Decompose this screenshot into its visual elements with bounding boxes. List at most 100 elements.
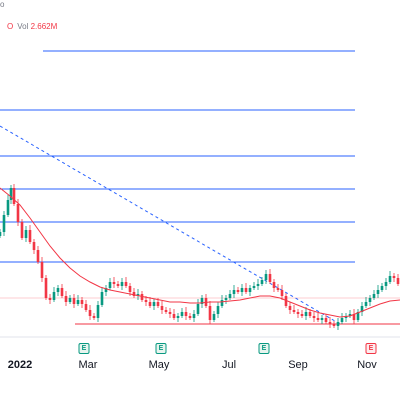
candle-up (0, 232, 2, 236)
candle-down (324, 318, 328, 322)
candle-up (196, 304, 200, 314)
candle-up (336, 322, 340, 326)
candle-down (392, 276, 396, 278)
candle-up (68, 298, 72, 302)
x-axis-label-jul: Jul (221, 359, 237, 371)
candle-down (80, 300, 84, 304)
x-axis-label-nov: Nov (357, 359, 377, 371)
candle-down (116, 284, 120, 286)
candle-up (120, 282, 124, 286)
candle-up (24, 230, 28, 238)
status-left-text: o (0, 0, 5, 9)
candle-up (228, 294, 232, 298)
volume-legend: O Vol 2.662M (7, 22, 57, 31)
candle-down (88, 310, 92, 316)
earnings-event-icon[interactable]: E (258, 343, 270, 354)
volume-label: Vol (17, 22, 29, 31)
candle-down (48, 298, 52, 300)
candle-down (160, 306, 164, 310)
earnings-event-icon[interactable]: E (365, 343, 377, 354)
candle-down (236, 290, 240, 292)
candle-up (176, 316, 180, 318)
candle-up (248, 288, 252, 292)
earnings-event-icon[interactable]: E (155, 343, 167, 354)
candle-down (268, 274, 272, 282)
candle-up (76, 300, 80, 304)
candle-up (96, 305, 100, 318)
candle-down (124, 282, 128, 286)
candle-up (388, 276, 392, 282)
candle-up (240, 288, 244, 292)
symbol-status-text: o (0, 0, 4, 9)
candle-down (28, 230, 32, 242)
candle-up (108, 282, 112, 288)
candle-up (348, 314, 352, 316)
candle-down (284, 296, 288, 306)
candle-up (152, 302, 156, 306)
candle-down (296, 312, 300, 314)
x-axis-label-sep: Sep (288, 359, 308, 371)
earnings-event-icon[interactable]: E (78, 343, 90, 354)
candle-up (220, 300, 224, 306)
candle-down (300, 314, 304, 316)
candle-up (100, 292, 104, 305)
candle-down (64, 296, 68, 302)
volume-value: 2.662M (30, 22, 58, 31)
candle-down (316, 318, 320, 320)
candle-down (40, 262, 44, 278)
candle-down (352, 314, 356, 320)
candle-down (12, 188, 16, 204)
candle-down (20, 222, 24, 238)
candle-down (188, 316, 192, 318)
candle-up (104, 288, 108, 292)
candle-down (244, 288, 248, 292)
candle-up (192, 314, 196, 318)
candle-down (328, 322, 332, 324)
candle-down (172, 314, 176, 318)
candle-down (288, 306, 292, 310)
candle-up (256, 284, 260, 286)
candle-up (320, 318, 324, 320)
candle-down (156, 302, 160, 306)
candle-down (280, 290, 284, 296)
candle-down (168, 312, 172, 314)
candle-up (212, 314, 216, 320)
candle-down (164, 310, 168, 312)
candle-up (364, 302, 368, 306)
candle-down (144, 300, 148, 302)
candle-down (128, 286, 132, 292)
candle-down (396, 278, 400, 284)
candle-up (216, 306, 220, 314)
candle-down (184, 312, 188, 316)
candle-down (132, 292, 136, 296)
candle-up (56, 288, 60, 292)
x-axis-label-2022: 2022 (7, 359, 33, 371)
candle-up (340, 318, 344, 322)
candle-down (308, 312, 312, 316)
candle-up (6, 200, 10, 215)
x-axis-label-mar: Mar (78, 359, 98, 371)
candle-up (224, 298, 228, 300)
candle-down (36, 250, 40, 262)
candle-up (252, 286, 256, 288)
candle-up (304, 312, 308, 316)
candle-up (260, 280, 264, 284)
volume-ma-label: O (7, 22, 14, 31)
candle-down (92, 316, 96, 318)
candle-up (376, 290, 380, 294)
candle-up (264, 274, 268, 280)
candle-up (384, 282, 388, 286)
moving-average-line (0, 187, 400, 318)
candle-up (180, 312, 184, 316)
candle-down (276, 288, 280, 290)
candle-down (332, 324, 336, 326)
candle-up (2, 215, 6, 232)
candle-up (200, 298, 204, 304)
candle-down (272, 282, 276, 288)
candle-up (136, 294, 140, 296)
candle-down (60, 288, 64, 296)
candle-up (344, 316, 348, 318)
candle-down (140, 294, 144, 300)
